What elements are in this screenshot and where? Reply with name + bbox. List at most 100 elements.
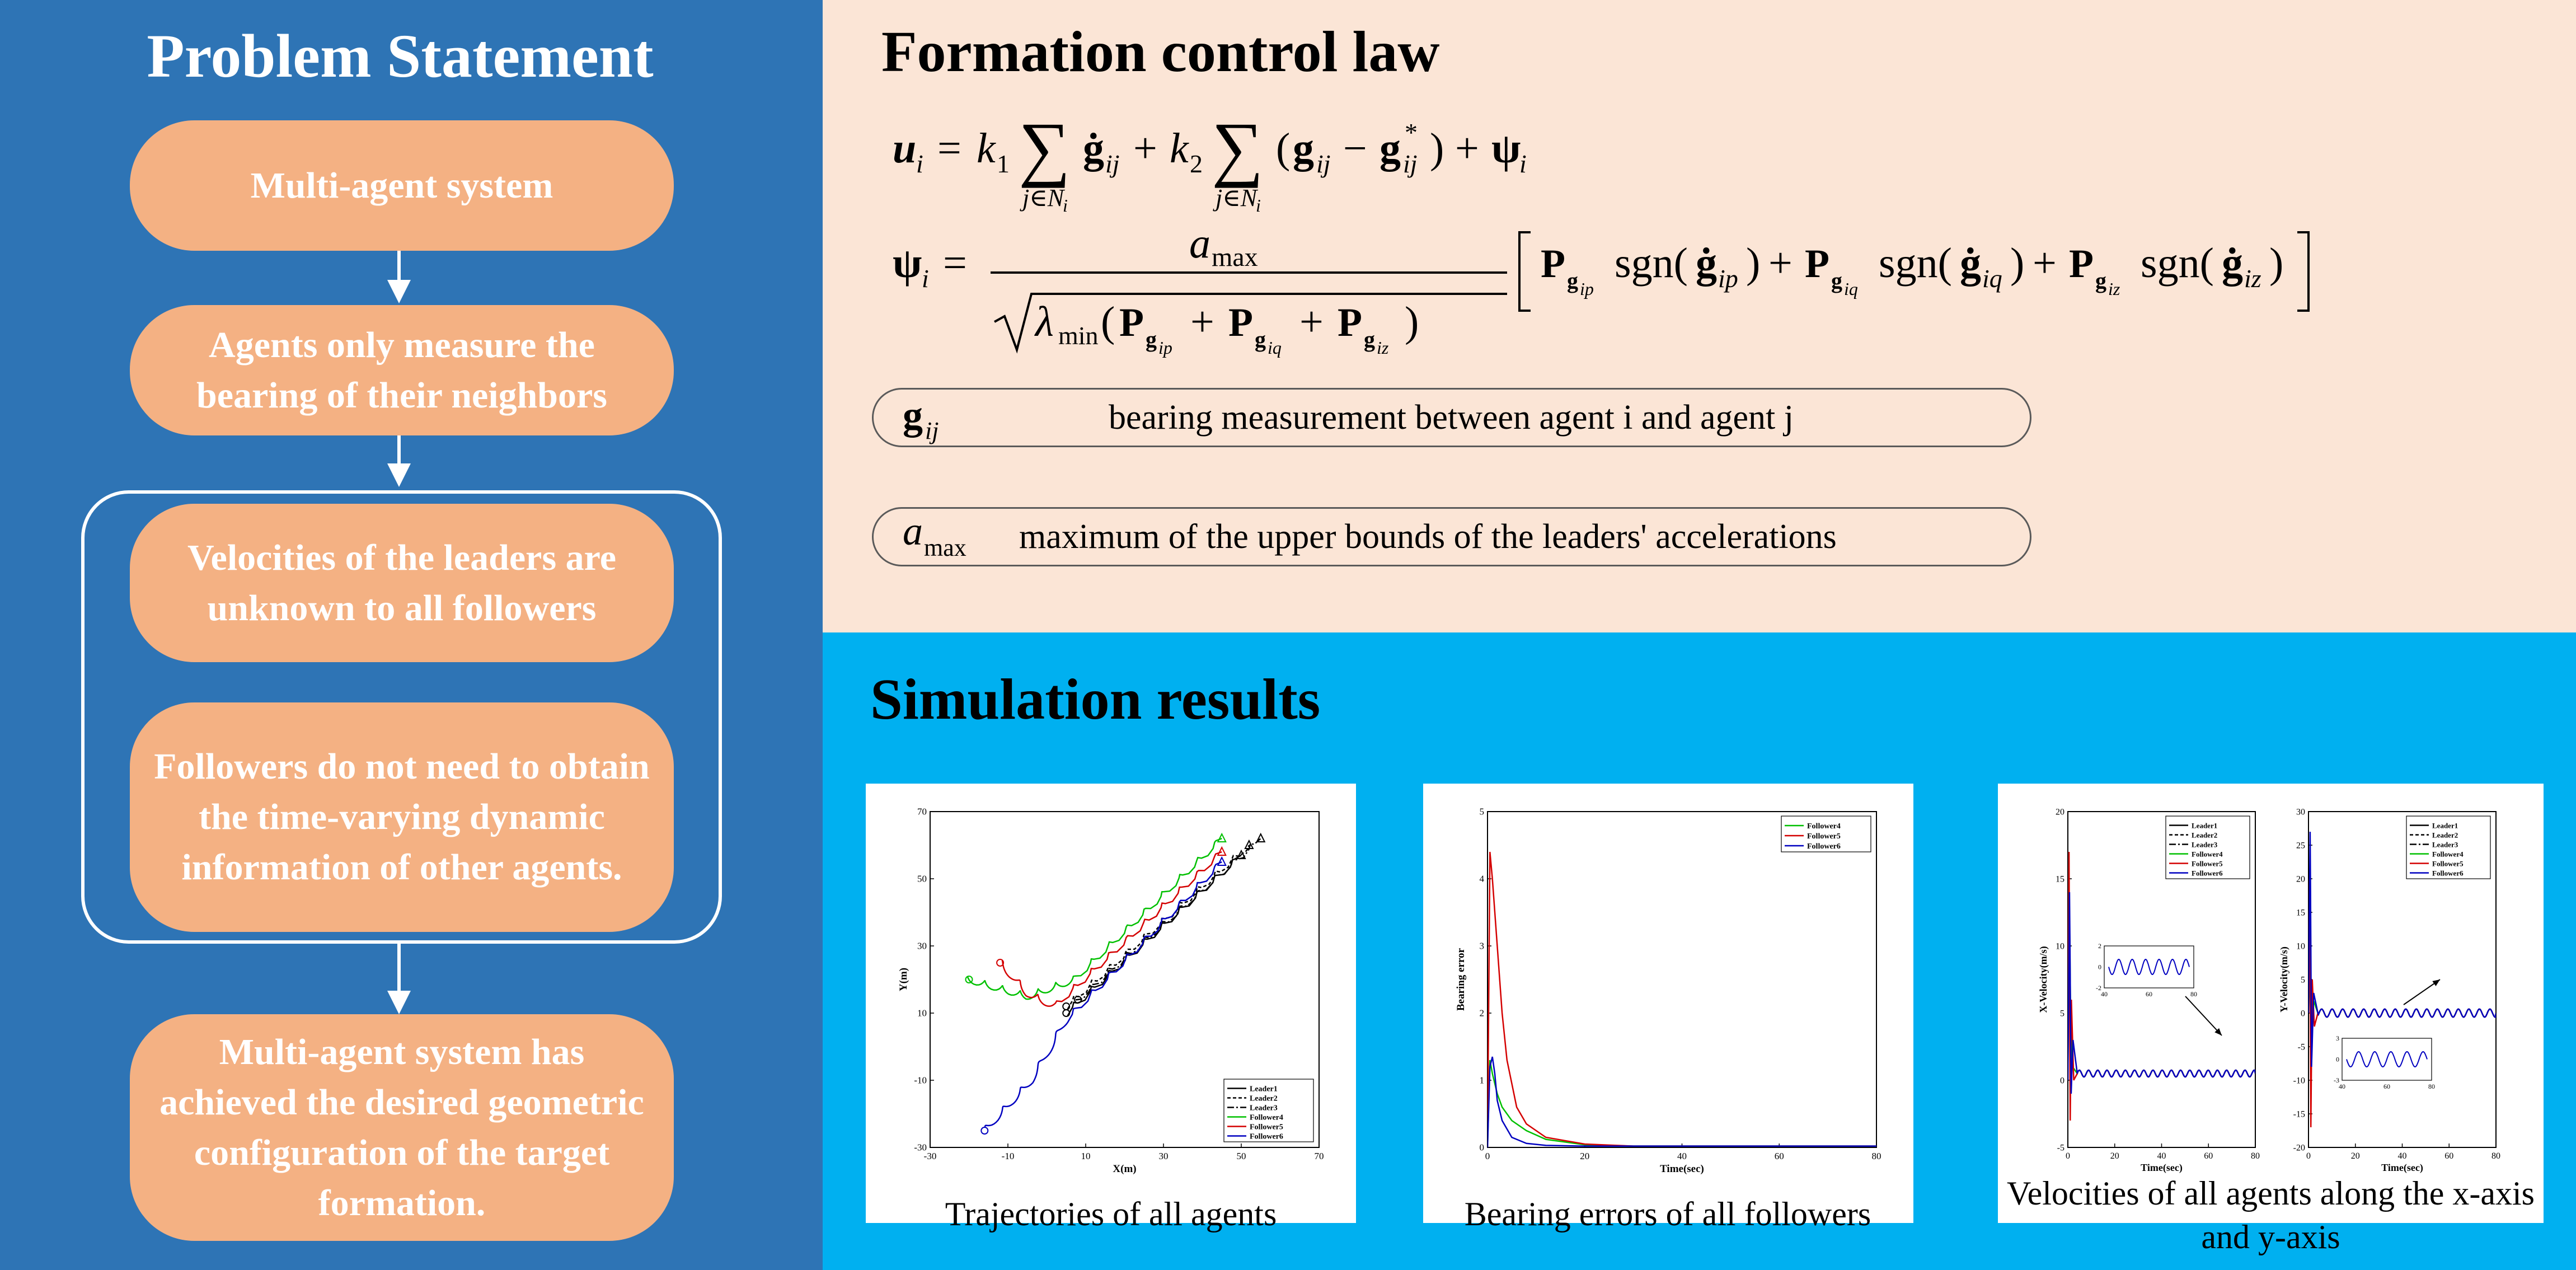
legend: Leader1Leader2Leader3Follower4Follower5F… xyxy=(2406,816,2491,879)
y-tick-label: 5 xyxy=(2301,975,2305,985)
legend-label: Leader1 xyxy=(2432,822,2458,830)
flow-box-bearing-measure: Agents only measure the bearing of their… xyxy=(130,305,674,435)
legend-label: Follower6 xyxy=(2432,869,2464,878)
svg-text:u: u xyxy=(893,125,916,172)
svg-text:ġ: ġ xyxy=(1696,240,1717,287)
problem-statement-panel: Problem Statement Multi-agent system Age… xyxy=(0,0,823,1270)
y-tick-label: -10 xyxy=(2293,1076,2305,1085)
svg-text:sgn(: sgn( xyxy=(1879,240,1952,287)
inset-y-tick-label: 3 xyxy=(2336,1034,2339,1042)
y-tick-label: 0 xyxy=(2301,1009,2305,1018)
legend-box xyxy=(1223,1079,1314,1142)
svg-text:P: P xyxy=(2069,241,2094,286)
x-tick-label: -10 xyxy=(1002,1151,1015,1161)
x-tick-label: 50 xyxy=(1237,1151,1246,1161)
inset-y-tick-label: 2 xyxy=(2098,942,2101,950)
legend-label: Follower4 xyxy=(1807,822,1841,831)
svg-text:ij: ij xyxy=(1403,149,1418,178)
x-tick-label: 60 xyxy=(2204,1151,2213,1161)
x-tick-label: -30 xyxy=(924,1151,937,1161)
y-tick-label: -10 xyxy=(914,1075,927,1086)
svg-text:+: + xyxy=(1768,240,1793,287)
svg-text:min: min xyxy=(1058,321,1099,350)
legend-label: Follower4 xyxy=(2432,850,2464,859)
assumption-group-frame xyxy=(81,490,722,944)
flow-arrow xyxy=(397,944,401,994)
x-tick-label: 60 xyxy=(2444,1151,2453,1161)
svg-text:j∈N: j∈N xyxy=(1213,184,1259,212)
svg-text:g: g xyxy=(1380,125,1401,172)
inset-x-tick-label: 60 xyxy=(2146,990,2152,998)
caption-bearing-errors: Bearing errors of all followers xyxy=(1464,1196,1871,1232)
legend-label: Leader2 xyxy=(1250,1095,1278,1103)
end-marker xyxy=(1217,846,1227,856)
svg-text:(: ( xyxy=(1101,298,1115,345)
x-tick-label: 0 xyxy=(2066,1151,2070,1161)
svg-text:g: g xyxy=(1293,125,1314,172)
inset-series xyxy=(2108,958,2190,976)
flow-arrowhead xyxy=(387,280,411,303)
svg-text:ψ: ψ xyxy=(893,240,922,287)
svg-text:): ) xyxy=(2010,240,2024,287)
series-line-leader2 xyxy=(1067,845,1250,1010)
svg-text:+: + xyxy=(1299,298,1324,345)
definition-g-ij-text: bearing measurement between agent i and … xyxy=(1109,398,1794,437)
inset-x-tick-label: 60 xyxy=(2383,1082,2390,1090)
y-tick-label: 20 xyxy=(2056,807,2064,817)
x-tick-label: 0 xyxy=(2306,1151,2311,1161)
callout-arrowhead xyxy=(2214,1028,2222,1035)
x-tick-label: 10 xyxy=(1081,1151,1091,1161)
inset-x-tick-label: 40 xyxy=(2339,1082,2345,1090)
flow-arrowhead xyxy=(387,991,411,1014)
svg-text:iq: iq xyxy=(1844,279,1858,299)
svg-text:+: + xyxy=(1455,125,1479,172)
trajectory-chart: -30 -10 10 30 50 70 -30 -10 10 30 50 70 X(m) Y(m) Lead… xyxy=(898,807,1324,1175)
legend-label: Leader3 xyxy=(2432,841,2458,849)
inset-y-tick-label: -2 xyxy=(2096,984,2101,992)
x-tick-label: 80 xyxy=(2251,1151,2260,1161)
flow-box-formation-achieved: Multi-agent system has achieved the desi… xyxy=(130,1014,674,1241)
flow-arrow xyxy=(397,251,401,284)
legend: Leader1Leader2Leader3Follower4Follower5F… xyxy=(2165,816,2250,879)
legend-box xyxy=(2406,816,2491,879)
svg-text:−: − xyxy=(1343,125,1367,172)
formation-control-title: Formation control law xyxy=(881,20,1440,84)
series-line-follower6 xyxy=(984,861,1222,1128)
svg-text:i: i xyxy=(916,149,923,178)
svg-text:*: * xyxy=(1405,118,1418,147)
svg-text:ġ: ġ xyxy=(1960,240,1981,287)
legend-label: Leader3 xyxy=(2192,841,2218,849)
caption-trajectories: Trajectories of all agents xyxy=(945,1196,1277,1232)
x-tick-label: 20 xyxy=(2110,1151,2119,1161)
svg-text:max: max xyxy=(1212,242,1258,272)
velocity-charts: 0 20 40 60 80-505101520Time(sec)X-Velocity(m… xyxy=(2038,807,2500,1174)
svg-text:iz: iz xyxy=(2108,279,2120,299)
svg-text:sgn(: sgn( xyxy=(2141,240,2214,287)
start-marker xyxy=(1074,996,1082,1004)
inset-y-tick-label: 0 xyxy=(2098,963,2101,971)
control-law-equation: u i = k 1 ∑ j∈N i ġ ij + k 2 ∑ j∈N i ( g… xyxy=(893,108,1527,213)
svg-text:1: 1 xyxy=(997,149,1010,178)
y-tick-label: 50 xyxy=(917,874,927,884)
definition-a-max: a max maximum of the upper bounds of the … xyxy=(872,507,2031,566)
flow-arrow xyxy=(397,435,401,466)
legend-label: Follower6 xyxy=(1250,1133,1283,1141)
svg-text:iz: iz xyxy=(2244,264,2261,293)
svg-text:ip: ip xyxy=(1718,264,1738,293)
svg-text:g: g xyxy=(1831,268,1842,293)
x-tick-label: 80 xyxy=(2491,1151,2500,1161)
svg-text:=: = xyxy=(943,240,967,287)
series-line-leader1 xyxy=(1067,854,1242,1016)
svg-text:j∈N: j∈N xyxy=(1020,184,1066,212)
y-tick-label: 25 xyxy=(2296,841,2305,850)
svg-text:i: i xyxy=(1519,149,1527,178)
legend-label: Leader2 xyxy=(2432,831,2458,840)
svg-text:P: P xyxy=(1119,300,1144,345)
svg-text:ip: ip xyxy=(1580,279,1594,299)
y-tick-label: 10 xyxy=(2296,941,2305,951)
inset-x-tick-label: 80 xyxy=(2190,990,2197,998)
x-tick-label: 20 xyxy=(2351,1151,2360,1161)
series-line-follower5 xyxy=(1488,851,1876,1147)
x-tick-label: 40 xyxy=(2398,1151,2407,1161)
